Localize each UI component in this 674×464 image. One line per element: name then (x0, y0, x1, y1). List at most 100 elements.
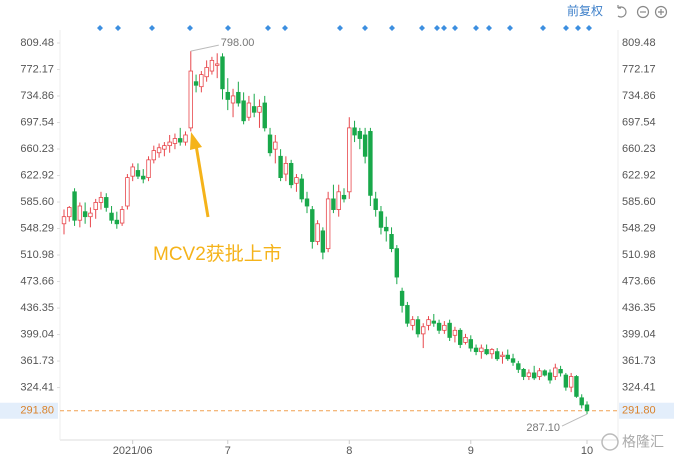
candle (352, 120, 357, 143)
candle-body (521, 368, 526, 377)
adjust-mode[interactable]: 前复权 (567, 3, 603, 18)
candle (431, 313, 436, 327)
candle-body (146, 159, 151, 178)
y-tick-label-right: 585.60 (622, 196, 656, 208)
y-tick-label-right: 809.48 (622, 37, 656, 49)
reset-icon[interactable] (617, 5, 627, 18)
candle (230, 88, 236, 118)
candle-body (341, 194, 347, 200)
y-tick-label-right: 361.73 (622, 355, 656, 367)
watermark: 格隆汇 (601, 433, 664, 451)
candle (336, 184, 341, 217)
candle (125, 174, 130, 210)
candle-body (151, 150, 157, 161)
candle (484, 344, 489, 356)
candle-body (357, 131, 363, 139)
candle (82, 202, 88, 224)
candle (167, 134, 172, 153)
candle-body (156, 147, 162, 154)
event-marker[interactable] (97, 25, 592, 31)
candle-body (394, 248, 400, 278)
candle (436, 319, 442, 334)
candle-body (236, 91, 241, 104)
candle-body (325, 198, 331, 250)
candle-body (109, 212, 114, 221)
candle (479, 344, 484, 359)
candle (531, 365, 537, 381)
candle (130, 163, 135, 182)
candle (415, 316, 421, 338)
candle (119, 206, 125, 226)
candle (209, 56, 215, 75)
candle (373, 191, 378, 217)
candle-body (421, 326, 426, 335)
candle-body (310, 209, 315, 242)
candle (61, 209, 67, 235)
candle (553, 363, 558, 381)
candle-body (563, 374, 569, 388)
candle-body (479, 347, 484, 353)
candle-body (526, 372, 532, 377)
candle-body (246, 102, 252, 118)
candle (473, 344, 479, 356)
candle (537, 367, 542, 381)
candle-body (500, 354, 505, 358)
candle (141, 169, 146, 184)
arrow-head (190, 132, 202, 150)
candle (447, 319, 452, 341)
candle-body (130, 166, 135, 177)
candle (526, 369, 532, 381)
last-price-box (0, 402, 58, 419)
candle-body (489, 349, 495, 355)
candle-body (199, 74, 204, 88)
candle (389, 227, 394, 253)
candle-body (220, 56, 225, 90)
candle (347, 117, 352, 199)
candle-body (67, 207, 72, 218)
candle-body (484, 349, 489, 355)
candle (178, 127, 183, 146)
last-price-box-right (619, 402, 674, 419)
candle-body (288, 162, 294, 186)
y-tick-label-right: 697.54 (622, 116, 656, 128)
candle-body (119, 209, 125, 224)
y-tick-label-right: 436.35 (622, 302, 656, 314)
candle (362, 127, 368, 164)
candle (325, 191, 331, 253)
candle (188, 51, 193, 132)
candle (299, 174, 304, 203)
candle (278, 149, 283, 182)
candle (368, 127, 373, 207)
candle-body (88, 212, 93, 218)
candle (151, 145, 157, 164)
candle (294, 174, 299, 192)
candle-body (542, 370, 547, 376)
candle (442, 321, 447, 334)
candle-body (452, 329, 458, 336)
zoom-out[interactable] (636, 5, 650, 19)
candle-body (405, 305, 410, 324)
candle (114, 211, 120, 229)
zoom-in[interactable] (654, 5, 668, 19)
candle (521, 367, 526, 381)
candle (204, 60, 209, 82)
candle-body (442, 324, 447, 331)
candle (410, 316, 415, 331)
candle-body (468, 339, 473, 349)
x-tick-label: 9 (468, 445, 474, 457)
y-tick-label: 399.04 (20, 328, 54, 340)
candle (273, 134, 278, 164)
candle-body (368, 131, 373, 196)
candle-body (273, 141, 278, 150)
candle-body (389, 234, 394, 250)
candle-body (82, 211, 88, 218)
candle-body (167, 141, 172, 147)
y-tick-label-right: 660.23 (622, 143, 656, 155)
candle (104, 193, 109, 212)
candle (93, 198, 98, 219)
candle-body (436, 322, 442, 331)
candle (246, 95, 252, 121)
candle (304, 191, 310, 214)
candle-body (204, 67, 209, 78)
candle-body (193, 81, 199, 86)
